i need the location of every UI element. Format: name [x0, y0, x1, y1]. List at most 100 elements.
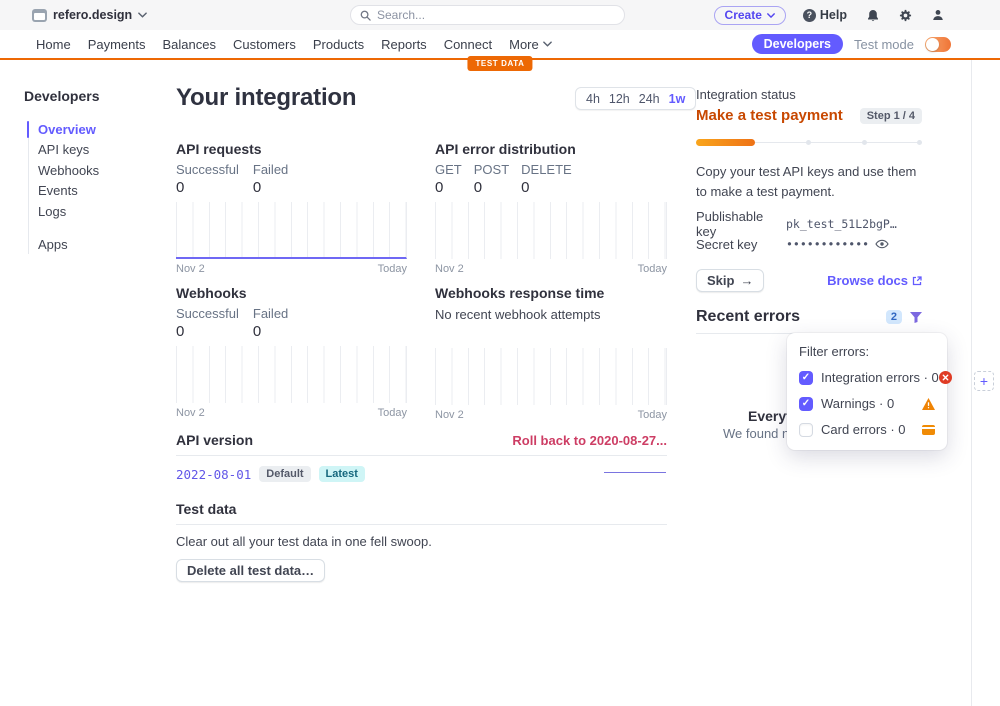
checkbox-checked[interactable]: ✓ [799, 370, 813, 385]
checkbox-checked[interactable]: ✓ [799, 396, 813, 411]
range-option-12h[interactable]: 12h [608, 91, 630, 106]
recent-errors-tools: 2 [885, 310, 922, 324]
nav-item-payments[interactable]: Payments [87, 36, 146, 52]
status-heading-row: Make a test payment Step 1 / 4 [696, 107, 922, 124]
nav-item-balances[interactable]: Balances [162, 36, 216, 52]
skip-label: Skip [707, 273, 735, 289]
filter-popup-title: Filter errors: [799, 344, 870, 359]
chart-title: API requests [176, 141, 262, 157]
chart-title: Webhooks response time [435, 285, 605, 301]
metric-label: Failed [252, 162, 289, 177]
empty-state-title: Everyt [748, 408, 791, 424]
question-mark-icon: ? [802, 8, 816, 22]
filter-funnel-icon[interactable] [910, 311, 922, 323]
recent-errors-section: Recent errors 2 Everyt We found no [696, 308, 922, 441]
metric-value: 0 [176, 179, 185, 196]
default-badge: Default [259, 466, 311, 482]
range-option-1w-selected[interactable]: 1w [668, 91, 686, 106]
metric-value: 0 [252, 179, 262, 196]
reveal-eye-icon[interactable] [875, 239, 889, 249]
search-icon [360, 10, 371, 21]
progress-dot [862, 140, 867, 145]
range-option-4h[interactable]: 4h [586, 91, 600, 106]
chart-api-requests: API requests Successful 0 Failed 0 Nov 2… [176, 141, 407, 275]
nav-item-home[interactable]: Home [36, 36, 71, 52]
org-switcher[interactable]: refero.design [32, 0, 148, 30]
nav-item-products[interactable]: Products [312, 36, 365, 52]
sidebar-item-events[interactable]: Events [38, 183, 78, 199]
sidebar-rule [28, 121, 29, 254]
topbar-actions: Create ? Help [713, 0, 944, 30]
status-step-title: Make a test payment [696, 107, 843, 124]
filter-option-label: Card errors · 0 [821, 422, 906, 437]
add-widget-button[interactable]: + [974, 371, 994, 391]
sidebar-item-api-keys[interactable]: API keys [38, 142, 90, 158]
global-search[interactable] [350, 5, 625, 25]
skip-button[interactable]: Skip → [696, 269, 765, 293]
create-button-label: Create [724, 8, 762, 22]
filter-option-warnings[interactable]: ✓ Warnings · 0 [799, 396, 935, 411]
axis-end-label: Today [637, 263, 667, 275]
create-button[interactable]: Create [713, 5, 786, 25]
user-profile-icon[interactable] [932, 9, 944, 21]
developers-pill[interactable]: Developers [751, 34, 844, 54]
browse-docs-link[interactable]: Browse docs [827, 273, 922, 288]
secret-key-dots: •••••••••••• [786, 237, 870, 252]
test-data-description: Clear out all your test data in one fell… [176, 534, 432, 549]
secret-key-value[interactable]: •••••••••••• [786, 237, 889, 251]
delete-test-data-button[interactable]: Delete all test data… [176, 559, 326, 582]
filter-option-integration-errors[interactable]: ✓ Integration errors · 0 [799, 370, 952, 385]
time-range-selector[interactable]: 4h 12h 24h 1w [575, 87, 697, 110]
range-option-24h[interactable]: 24h [638, 91, 660, 106]
nav-item-connect[interactable]: Connect [443, 36, 493, 52]
publishable-key-value[interactable]: pk_test_51L2bgP… [786, 217, 897, 232]
nav-item-reports[interactable]: Reports [381, 36, 427, 52]
section-title: API version [176, 432, 254, 448]
status-description: Copy your test API keys and use them to … [696, 164, 917, 200]
help-button[interactable]: ? Help [802, 8, 847, 22]
filter-errors-popup: Filter errors: ✓ Integration errors · 0 … [787, 333, 952, 450]
api-version-link[interactable]: 2022-08-01 [176, 466, 252, 482]
api-version-header: API version Roll back to 2020-08-27... [176, 432, 667, 448]
notifications-bell-icon[interactable] [867, 9, 879, 22]
warning-triangle-icon [922, 397, 935, 410]
chart-metrics: GET 0 POST 0 DELETE 0 [435, 162, 667, 196]
arrow-right-icon: → [740, 273, 754, 289]
test-mode-label: Test mode [854, 36, 914, 52]
chevron-down-icon [766, 12, 775, 18]
sidebar-item-overview[interactable]: Overview [38, 121, 96, 137]
chart-metrics: Successful 0 Failed 0 [176, 162, 407, 196]
filter-option-label: Warnings · 0 [821, 396, 895, 411]
metric-value: 0 [252, 323, 262, 340]
metric-value: 0 [435, 179, 444, 196]
metric-get: GET 0 [435, 162, 462, 196]
checkbox-unchecked[interactable] [799, 422, 813, 437]
sidebar-item-apps[interactable]: Apps [38, 237, 68, 253]
metric-label: DELETE [521, 162, 572, 177]
axis-start-label: Nov 2 [176, 407, 205, 419]
search-input[interactable] [377, 8, 615, 22]
metric-failed: Failed 0 [253, 306, 288, 340]
rollback-link[interactable]: Roll back to 2020-08-27... [512, 433, 667, 448]
nav-item-more[interactable]: More [509, 37, 552, 52]
toggle-knob [926, 37, 939, 51]
filter-option-card-errors[interactable]: Card errors · 0 [799, 422, 935, 437]
metric-label: POST [473, 162, 510, 177]
metric-label: Successful [176, 162, 239, 177]
latest-badge: Latest [318, 466, 365, 482]
settings-gear-icon[interactable] [899, 9, 912, 22]
progress-dot [806, 140, 811, 145]
chart-metrics: Successful 0 Failed 0 [176, 306, 407, 340]
help-label: Help [819, 8, 847, 22]
sidebar-item-logs[interactable]: Logs [38, 203, 67, 219]
sidebar-item-webhooks[interactable]: Webhooks [38, 162, 100, 178]
axis-start-label: Nov 2 [435, 409, 464, 421]
divider [176, 524, 667, 525]
test-mode-toggle[interactable] [925, 36, 951, 52]
filter-count-badge: 2 [885, 310, 902, 324]
api-version-section: API version Roll back to 2020-08-27... 2… [176, 432, 667, 482]
chart-webhooks: Webhooks Successful 0 Failed 0 Nov 2 Tod… [176, 285, 407, 419]
secret-key-row: Secret key •••••••••••• [696, 234, 922, 254]
nav-item-customers[interactable]: Customers [232, 36, 296, 52]
